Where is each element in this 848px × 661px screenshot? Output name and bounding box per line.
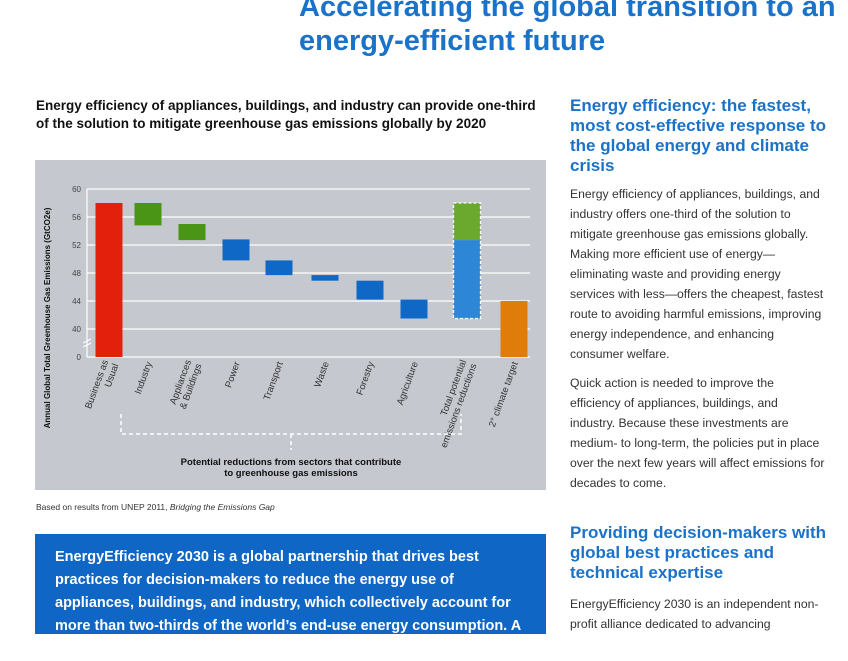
x-tick-label: Transport [262, 360, 286, 402]
x-tick-label: Appliances& Buildings [168, 358, 205, 410]
x-tick-label-line: Forestry [355, 360, 377, 397]
y-tick-label: 40 [72, 325, 81, 334]
x-tick-label: Agriculture [395, 360, 421, 406]
bracket-label-line: Potential reductions from sectors that c… [181, 457, 402, 468]
bracket-label-line: to greenhouse gas emissions [224, 468, 358, 479]
y-tick-label: 0 [77, 353, 82, 362]
bar [500, 301, 528, 357]
x-tick-label-line: Agriculture [395, 360, 421, 406]
x-tick-label-line: Power [223, 360, 243, 389]
y-tick-label: 48 [72, 269, 81, 278]
x-tick-label: Business asUsual [83, 358, 121, 414]
side-heading-2: Providing decision-makers with global be… [570, 523, 827, 582]
x-tick-label: Industry [133, 360, 155, 396]
chart-svg: 0 40 44 48 52 56 60 Annual Global Total Greenho… [43, 185, 530, 479]
source-title: Bridging the Emissions Gap [169, 502, 275, 512]
x-tick-label: Forestry [355, 360, 377, 397]
y-tick-label: 44 [72, 297, 81, 306]
y-axis-label: Annual Global Total Greenhouse Gas Emiss… [43, 207, 52, 428]
bar [311, 275, 339, 281]
source-prefix: Based on results from UNEP 2011, [36, 502, 170, 512]
sector-bracket [120, 414, 462, 450]
bracket-label: Potential reductions from sectors that c… [181, 457, 402, 479]
x-tick-label: 2° climate target [487, 360, 521, 429]
x-tick-label-line: Waste [312, 360, 331, 389]
side-heading-1: Energy efficiency: the fastest, most cos… [570, 96, 827, 175]
bar [178, 224, 206, 241]
bar-segment [453, 203, 481, 241]
y-tick-label: 52 [72, 241, 81, 250]
side-paragraph-2: Quick action is needed to improve the ef… [570, 376, 825, 490]
partnership-callout: EnergyEfficiency 2030 is a global partne… [35, 534, 546, 657]
x-tick-label: Total potentialemissions reductions [428, 358, 479, 449]
x-tick-label-line: 2° climate target [487, 360, 521, 429]
bar [95, 203, 123, 357]
bar [222, 239, 250, 261]
bar [134, 203, 162, 226]
x-tick-label-line: Transport [262, 360, 286, 402]
axis-break-mark [82, 338, 92, 348]
bar-dashed-outline [452, 202, 482, 320]
bar [356, 280, 384, 300]
x-tick-label: Power [223, 360, 243, 389]
chart-source: Based on results from UNEP 2011, Bridgin… [36, 502, 275, 512]
y-tick-label: 56 [72, 213, 81, 222]
bar [400, 299, 428, 319]
bar [265, 260, 293, 276]
side-paragraph-3: EnergyEfficiency 2030 is an independent … [570, 597, 819, 631]
side-paragraph-1: Energy efficiency of appliances, buildin… [570, 187, 824, 361]
waterfall-chart: 0 40 44 48 52 56 60 Annual Global Total Greenho… [35, 160, 546, 490]
x-tick-label: Waste [312, 360, 331, 389]
bar-segment [453, 240, 481, 319]
page-title: Accelerating the global transition to an… [299, 0, 836, 57]
y-tick-label: 60 [72, 185, 81, 194]
chart-heading: Energy efficiency of appliances, buildin… [36, 98, 536, 131]
x-tick-label-line: Industry [133, 360, 155, 396]
